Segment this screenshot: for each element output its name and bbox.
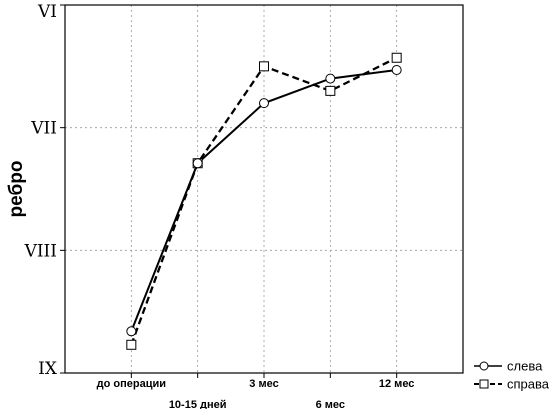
legend-label: слева bbox=[507, 359, 543, 374]
x-tick-label: 6 мес bbox=[316, 399, 345, 409]
y-tick-label: VI bbox=[37, 2, 57, 22]
x-tick-label: до операции bbox=[97, 378, 166, 390]
legend-square-marker bbox=[479, 379, 489, 389]
y-axis-ticks: VI VII VIII IX bbox=[24, 2, 65, 379]
series-layer bbox=[126, 52, 402, 350]
legend-label: справа bbox=[507, 377, 550, 392]
y-tick-label: IX bbox=[38, 359, 58, 379]
data-point-square bbox=[325, 85, 336, 96]
y-tick-label: VII bbox=[30, 119, 57, 139]
y-tick-label: VIII bbox=[24, 241, 57, 261]
data-point-circle bbox=[192, 158, 203, 169]
data-point-circle bbox=[391, 65, 402, 76]
data-point-square bbox=[126, 339, 137, 350]
y-axis-label: ребро bbox=[6, 161, 27, 218]
legend-circle-marker bbox=[479, 361, 489, 371]
data-point-circle bbox=[325, 73, 336, 84]
data-point-circle bbox=[259, 98, 269, 109]
grid-lines bbox=[65, 5, 463, 373]
data-point-circle bbox=[126, 326, 137, 337]
data-point-square bbox=[259, 61, 269, 72]
x-tick-label: 10-15 дней bbox=[169, 399, 227, 409]
data-point-square bbox=[391, 52, 402, 63]
x-tick-label: 12 мес bbox=[379, 378, 415, 390]
legend: слева справа bbox=[474, 359, 550, 392]
x-tick-label: 3 мес bbox=[249, 378, 278, 390]
